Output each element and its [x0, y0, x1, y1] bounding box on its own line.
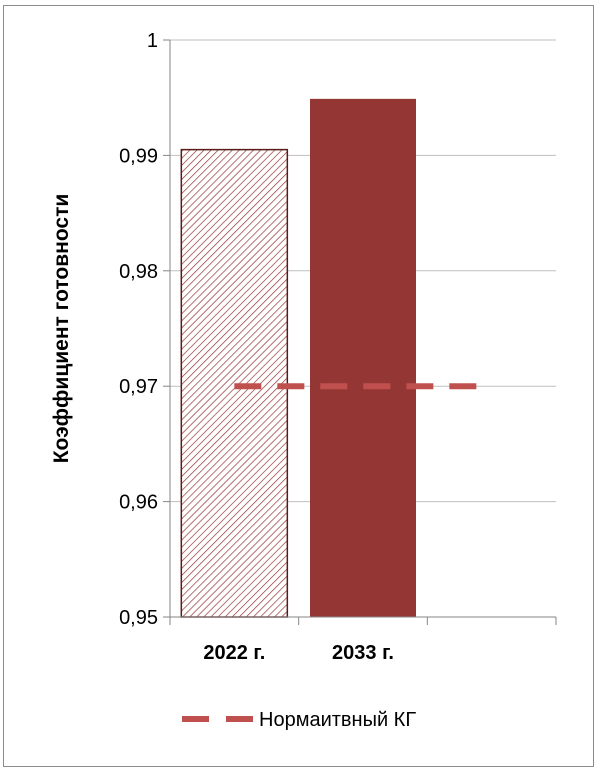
y-tick-label: 0,96	[119, 492, 158, 514]
bar-2	[310, 98, 416, 617]
y-tick-label: 0,99	[119, 145, 158, 167]
legend-label: Нормаитвный КГ	[259, 709, 416, 731]
y-tick-label: 0,95	[119, 607, 158, 629]
y-tick-label: 0,97	[119, 376, 158, 398]
x-tick-label: 2033 г.	[332, 642, 394, 664]
y-tick-label: 0,98	[119, 261, 158, 283]
y-axis-title: Коэффициент готовности	[50, 194, 73, 464]
x-tick-label: 2022 г.	[203, 642, 265, 664]
y-tick-label: 1	[147, 30, 158, 52]
bar-1	[180, 148, 289, 618]
